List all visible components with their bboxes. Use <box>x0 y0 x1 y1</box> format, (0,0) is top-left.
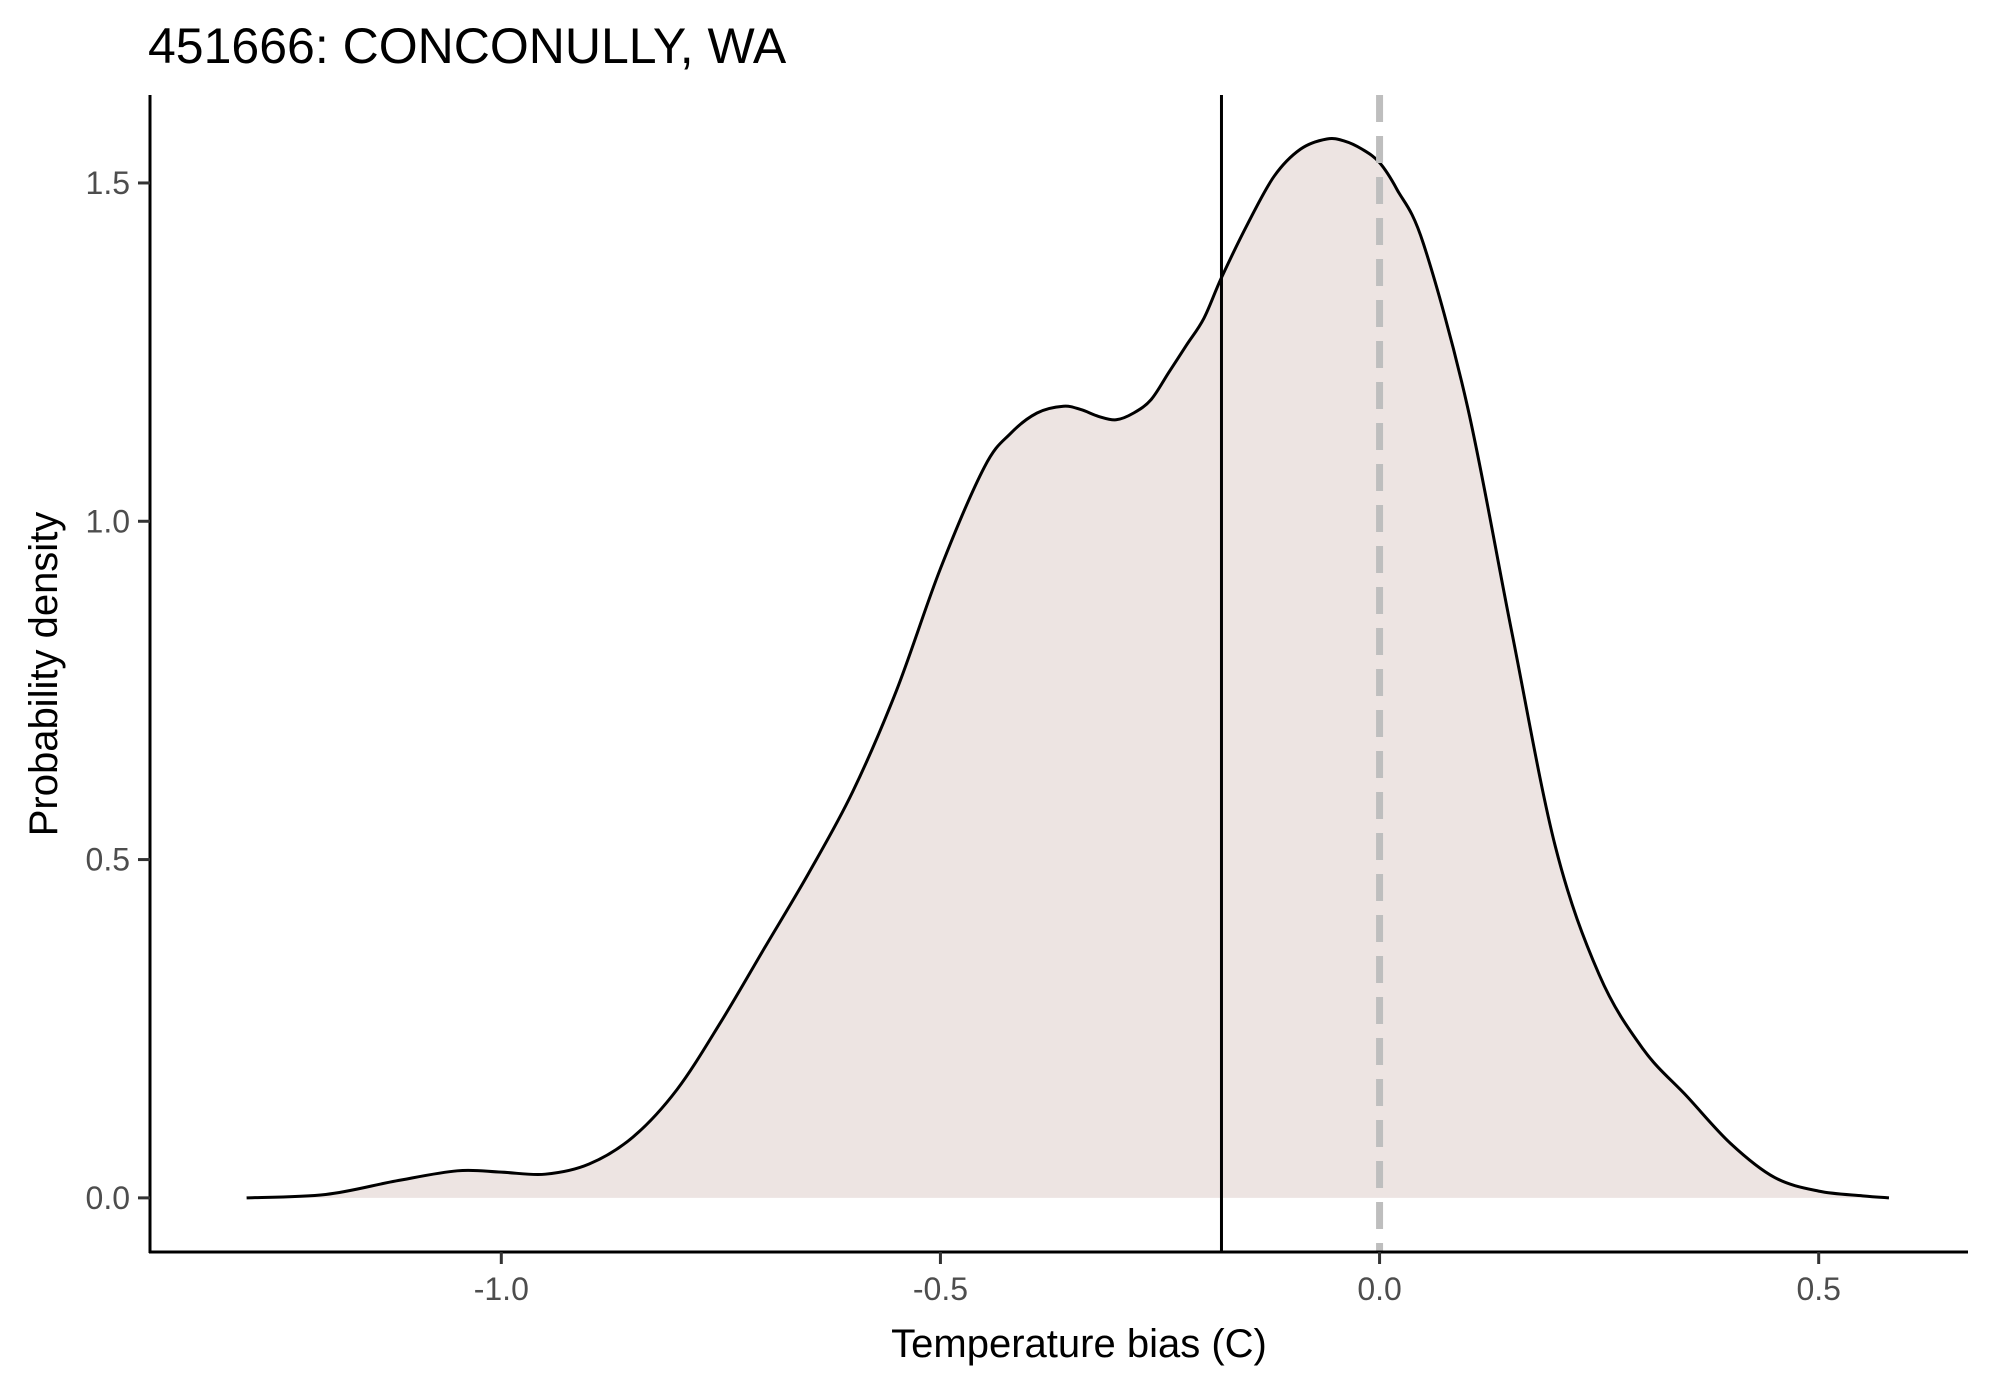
x-axis-title: Temperature bias (C) <box>891 1322 1267 1366</box>
density-area-0 <box>246 138 1889 1198</box>
plot-area <box>246 95 1890 1252</box>
axes: -1.0 -0.5 0.0 0.5 0.0 0.5 1.0 1.5 <box>86 95 1968 1307</box>
y-tick-label: 1.5 <box>86 165 130 201</box>
y-tick-label: 0.0 <box>86 1180 130 1216</box>
x-tick-label: 0.0 <box>1357 1271 1401 1307</box>
x-tick-label: 0.5 <box>1796 1271 1840 1307</box>
x-tick-label: -0.5 <box>913 1271 968 1307</box>
x-tick-label: -1.0 <box>474 1271 529 1307</box>
y-tick-label: 1.0 <box>86 503 130 539</box>
density-curve-0 <box>246 136 1890 1200</box>
chart-title: 451666: CONCONULLY, WA <box>148 18 787 74</box>
y-axis-title: Probability density <box>22 512 66 837</box>
y-tick-label: 0.5 <box>86 842 130 878</box>
